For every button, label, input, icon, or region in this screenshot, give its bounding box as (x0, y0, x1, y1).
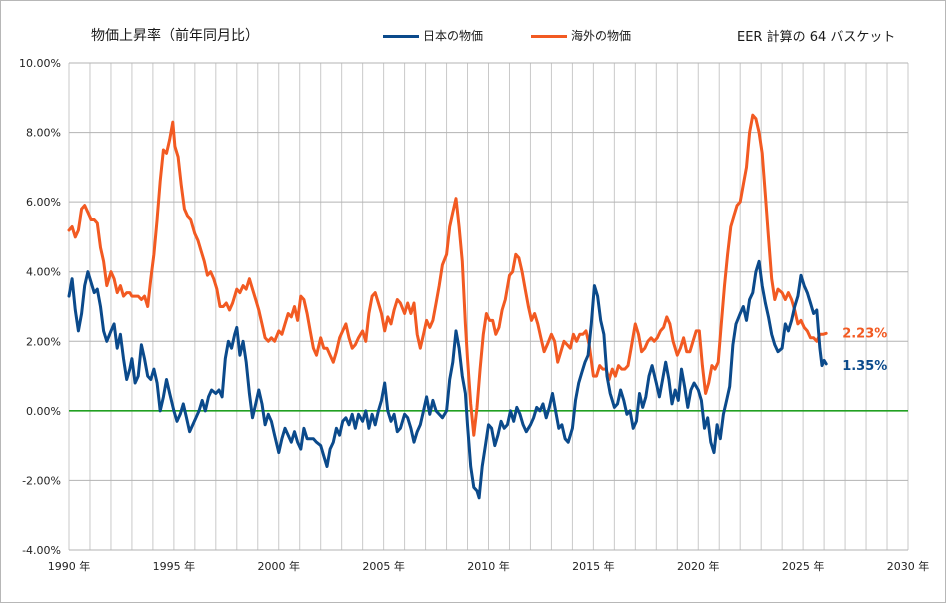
chart-subtitle: EER 計算の 64 バスケット (737, 30, 896, 45)
y-tick-label: -2.00% (22, 474, 61, 487)
x-tick-label: 2030 年 (887, 559, 930, 573)
series-end-labels: 1.35% 2.23% (842, 326, 887, 374)
x-tick-label: 2005 年 (362, 559, 405, 573)
legend-swatch-japan (383, 35, 419, 38)
series-line-japan (67, 259, 828, 500)
y-tick-label: 0.00% (26, 405, 61, 418)
y-axis-tick-labels: -4.00% -2.00% 0.00% 2.00% 4.00% 6.00% 8.00% 10.… (19, 57, 61, 557)
y-tick-label: 4.00% (26, 266, 61, 279)
legend-swatch-overseas (531, 35, 567, 38)
x-tick-label: 2025 年 (782, 559, 825, 573)
y-tick-label: 8.00% (26, 127, 61, 140)
chart-title: 物価上昇率（前年同月比） (91, 28, 259, 44)
x-tick-label: 2020 年 (677, 559, 720, 573)
series-lines (67, 113, 828, 500)
horizontal-gridlines (69, 62, 908, 551)
vertical-gridlines (68, 63, 909, 550)
x-tick-label: 2000 年 (258, 559, 301, 573)
series-line-overseas (67, 113, 828, 437)
end-label-japan: 1.35% (842, 359, 887, 374)
y-tick-label: -4.00% (22, 544, 61, 557)
x-axis-tick-labels: 1990 年 1995 年 2000 年 2005 年 2010 年 2015 年 2020… (48, 559, 930, 573)
x-tick-label: 1990 年 (48, 559, 91, 573)
y-tick-label: 6.00% (26, 196, 61, 209)
x-tick-label: 2010 年 (467, 559, 510, 573)
x-tick-label: 1995 年 (153, 559, 196, 573)
end-label-overseas: 2.23% (842, 326, 887, 341)
legend-label-overseas: 海外の物価 (571, 29, 632, 43)
y-tick-label: 2.00% (26, 335, 61, 348)
y-tick-label: 10.00% (19, 57, 61, 70)
legend-label-japan: 日本の物価 (423, 29, 484, 43)
x-tick-label: 2015 年 (572, 559, 615, 573)
